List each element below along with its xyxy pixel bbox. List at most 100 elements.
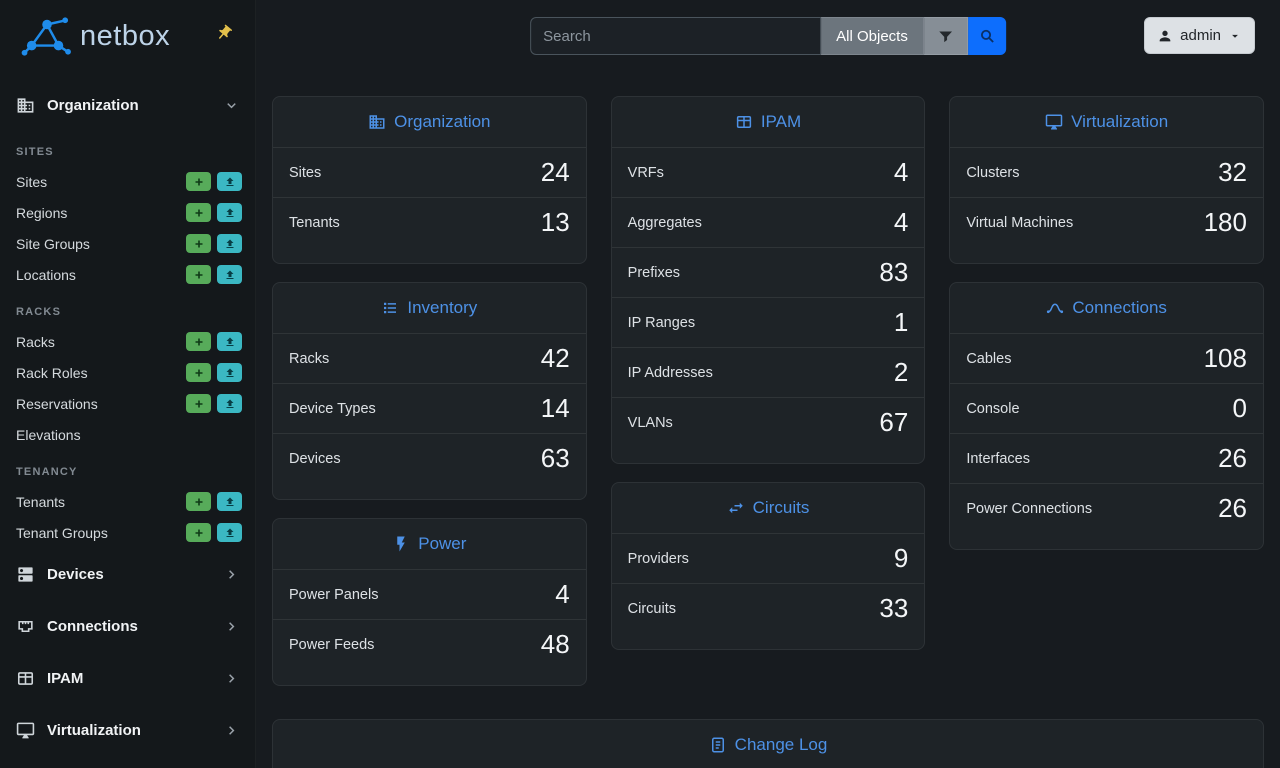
stat-row: Power Connections 26 [950, 483, 1263, 533]
stat-label[interactable]: Power Panels [289, 586, 379, 603]
stat-label[interactable]: Cables [966, 350, 1012, 367]
import-button[interactable] [217, 265, 242, 284]
sidebar: netbox Organization SITES Sites Regions [0, 0, 256, 768]
stat-label[interactable]: Circuits [627, 600, 676, 617]
stat-value: 0 [1232, 393, 1247, 423]
stat-label[interactable]: Virtual Machines [966, 214, 1074, 231]
import-button[interactable] [217, 492, 242, 511]
stat-row: Sites 24 [273, 147, 586, 197]
user-menu-button[interactable]: admin [1144, 17, 1255, 54]
card-title[interactable]: Power [418, 534, 467, 553]
funnel-icon [938, 31, 952, 42]
sidebar-item-label: Reservations [16, 395, 98, 412]
add-button[interactable] [186, 172, 211, 191]
add-button[interactable] [186, 234, 211, 253]
stat-row: Cables 108 [950, 333, 1263, 383]
card-title[interactable]: Inventory [407, 298, 478, 317]
stat-label[interactable]: IP Ranges [627, 314, 696, 331]
sidebar-item-tenant-groups[interactable]: Tenant Groups [0, 517, 255, 548]
sidebar-item-rack-roles[interactable]: Rack Roles [0, 357, 255, 388]
table-icon [17, 671, 34, 685]
card-title[interactable]: Organization [394, 112, 491, 131]
monitor-icon [16, 722, 35, 738]
stat-label[interactable]: VLANs [627, 414, 673, 431]
stat-value: 180 [1203, 207, 1247, 237]
card-title[interactable]: Circuits [752, 498, 810, 517]
sidebar-item-organization[interactable]: Organization [0, 80, 255, 130]
stat-label[interactable]: VRFs [627, 164, 664, 181]
stat-label[interactable]: Console [966, 400, 1020, 417]
filter-button[interactable] [923, 17, 968, 55]
chevron-right-icon [229, 673, 235, 683]
add-button[interactable] [186, 363, 211, 382]
sidebar-item-label: Devices [47, 565, 104, 583]
sidebar-item-elevations[interactable]: Elevations [0, 419, 255, 450]
stat-label[interactable]: Prefixes [627, 264, 681, 281]
stat-row: Prefixes 83 [611, 247, 925, 297]
card-title[interactable]: Change Log [734, 735, 828, 754]
stat-label[interactable]: Racks [289, 350, 330, 367]
netbox-logo[interactable]: netbox [20, 14, 170, 58]
sidebar-group-heading-racks: RACKS [16, 306, 62, 318]
add-button[interactable] [186, 203, 211, 222]
sidebar-item-label: Tenants [16, 493, 66, 510]
card-ipam: IPAM VRFs 4 Aggregates 4 Prefixes 83 [610, 96, 926, 464]
sidebar-item-racks[interactable]: Racks [0, 326, 255, 357]
add-button[interactable] [186, 265, 211, 284]
card-title[interactable]: Connections [1072, 298, 1167, 317]
dashboard-column: IPAM VRFs 4 Aggregates 4 Prefixes 83 [610, 96, 926, 650]
plus-icon [195, 529, 202, 536]
card-change-log: Change Log [272, 719, 1264, 768]
stat-label[interactable]: Tenants [289, 214, 340, 231]
stat-label[interactable]: IP Addresses [627, 364, 713, 381]
add-button[interactable] [186, 492, 211, 511]
stat-label[interactable]: Sites [289, 164, 322, 181]
stat-label[interactable]: Aggregates [627, 214, 702, 231]
card-inventory: Inventory Racks 42 Device Types 14 Devic… [272, 282, 587, 500]
stat-label[interactable]: Devices [289, 450, 341, 467]
sidebar-item-regions[interactable]: Regions [0, 197, 255, 228]
search-scope-button[interactable]: All Objects [821, 17, 924, 55]
card-virtualization: Virtualization Clusters 32 Virtual Machi… [949, 96, 1264, 264]
sidebar-item-locations[interactable]: Locations [0, 259, 255, 290]
import-button[interactable] [217, 523, 242, 542]
search-input[interactable] [530, 17, 822, 55]
import-button[interactable] [217, 234, 242, 253]
sidebar-item-sites[interactable]: Sites [0, 166, 255, 197]
stat-label[interactable]: Providers [627, 550, 689, 567]
import-button[interactable] [217, 363, 242, 382]
card-title[interactable]: Virtualization [1071, 112, 1169, 131]
add-button[interactable] [186, 332, 211, 351]
import-button[interactable] [217, 203, 242, 222]
stat-label[interactable]: Clusters [966, 164, 1020, 181]
sidebar-item-label: Sites [16, 173, 48, 190]
sidebar-item-label: Virtualization [47, 721, 141, 739]
stat-label[interactable]: Interfaces [966, 450, 1030, 467]
stat-label[interactable]: Device Types [289, 400, 376, 417]
sidebar-item-connections[interactable]: Connections [0, 600, 255, 652]
import-button[interactable] [217, 332, 242, 351]
sidebar-item-devices[interactable]: Devices [0, 548, 255, 600]
stat-row: Clusters 32 [950, 147, 1263, 197]
pin-sidebar-icon[interactable] [215, 24, 233, 47]
add-button[interactable] [186, 394, 211, 413]
add-button[interactable] [186, 523, 211, 542]
sidebar-item-site-groups[interactable]: Site Groups [0, 228, 255, 259]
stat-label[interactable]: Power Connections [966, 500, 1093, 517]
stat-row: Aggregates 4 [611, 197, 925, 247]
sidebar-group-heading-tenancy: TENANCY [16, 466, 78, 478]
import-button[interactable] [217, 394, 242, 413]
import-button[interactable] [217, 172, 242, 191]
card-title[interactable]: IPAM [760, 112, 802, 131]
stat-row: Virtual Machines 180 [950, 197, 1263, 247]
sidebar-item-ipam[interactable]: IPAM [0, 652, 255, 704]
ethernet-port-icon [18, 620, 33, 632]
search-submit-button[interactable] [967, 17, 1006, 55]
stat-label[interactable]: Power Feeds [289, 636, 375, 653]
netbox-logo-icon [21, 17, 71, 56]
sidebar-item-reservations[interactable]: Reservations [0, 388, 255, 419]
sidebar-item-tenants[interactable]: Tenants [0, 486, 255, 517]
stat-value: 13 [540, 207, 570, 237]
sidebar-item-virtualization[interactable]: Virtualization [0, 704, 255, 756]
